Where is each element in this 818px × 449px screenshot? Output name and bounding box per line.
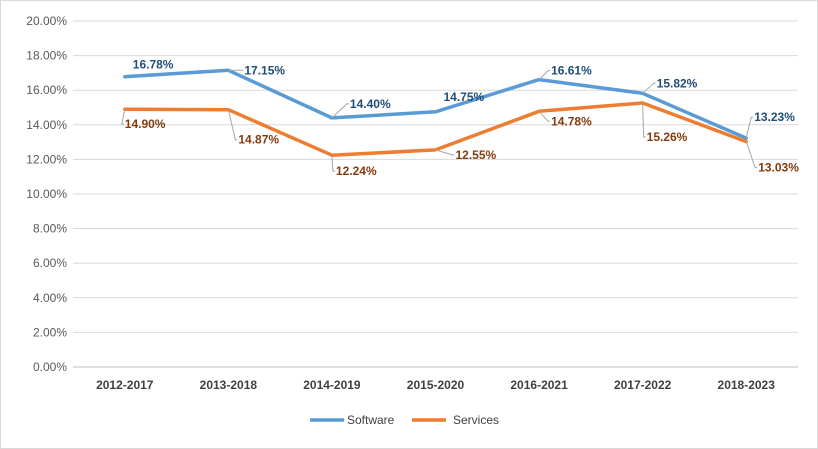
data-label: 16.78% (133, 58, 174, 72)
x-tick-label: 2017-2022 (614, 378, 672, 392)
data-point (435, 111, 436, 113)
data-label: 13.03% (758, 161, 799, 175)
data-label: 14.90% (125, 117, 166, 131)
y-axis: 0.00% 2.00% 4.00% 6.00% 8.00% 10.00% 12.00% 14.… (26, 14, 67, 374)
legend: Software Services (310, 413, 499, 427)
leader-line (121, 109, 126, 125)
legend-label: Software (347, 413, 395, 427)
gridlines (73, 20, 798, 368)
y-tick-label: 4.00% (33, 291, 67, 305)
x-tick-label: 2018-2023 (718, 378, 776, 392)
y-tick-label: 2.00% (33, 325, 67, 339)
y-tick-label: 18.00% (26, 49, 67, 63)
leader-line (435, 149, 455, 156)
y-tick-label: 12.00% (26, 152, 67, 166)
data-label: 15.82% (657, 76, 698, 90)
x-tick-label: 2016-2021 (510, 378, 568, 392)
series-services: 14.90% 14.87% 12.24% 12.55% 14.78% 15.26% 13.0… (121, 101, 799, 178)
data-label: 17.15% (244, 63, 285, 77)
x-tick-label: 2012-2017 (96, 378, 154, 392)
y-tick-label: 20.00% (26, 14, 67, 28)
leader-line (227, 109, 238, 141)
leader-line (745, 141, 758, 169)
data-label: 16.61% (551, 64, 592, 78)
leader-line (538, 110, 551, 122)
data-label: 12.55% (456, 148, 497, 162)
data-point (124, 76, 126, 78)
data-label: 12.24% (336, 164, 377, 178)
y-tick-label: 16.00% (26, 83, 67, 97)
leader-line (538, 70, 551, 81)
y-tick-label: 0.00% (33, 360, 67, 374)
legend-label: Services (453, 413, 499, 427)
x-tick-label: 2015-2020 (407, 378, 465, 392)
x-tick-label: 2014-2019 (303, 378, 361, 392)
data-label: 13.23% (754, 110, 795, 124)
x-axis: 2012-2017 2013-2018 2014-2019 2015-2020 2016… (96, 378, 775, 392)
y-tick-label: 6.00% (33, 256, 67, 270)
leader-line (642, 82, 656, 94)
y-tick-label: 10.00% (26, 187, 67, 201)
y-tick-label: 8.00% (33, 222, 67, 236)
leader-line (331, 103, 349, 119)
data-label: 14.78% (551, 114, 592, 128)
data-label: 14.40% (350, 97, 391, 111)
series-software: 16.78% 17.15% 14.40% 14.75% 16.61% 15.82% 13.2… (123, 58, 795, 140)
data-label: 14.87% (238, 133, 279, 147)
data-label: 15.26% (647, 130, 688, 144)
x-tick-label: 2013-2018 (200, 378, 258, 392)
leader-line (331, 155, 335, 172)
leader-line (642, 102, 646, 138)
data-label: 14.75% (444, 90, 485, 104)
series-line (123, 68, 748, 140)
y-tick-label: 14.00% (26, 118, 67, 132)
leader-line (745, 116, 754, 139)
